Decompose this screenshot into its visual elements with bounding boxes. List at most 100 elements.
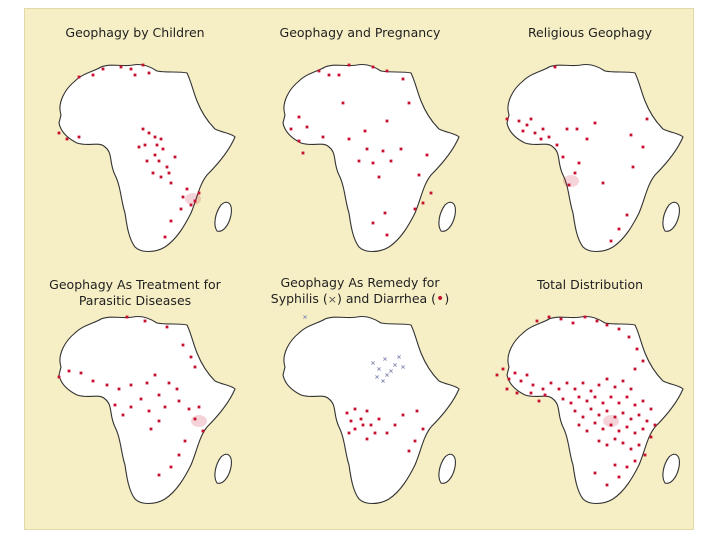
site-marker [169,181,173,185]
site-marker [585,137,589,141]
site-marker [621,411,625,415]
map-syphilis-diarrhea [282,315,460,505]
site-marker [557,387,561,391]
title-parasitic-line1: Geophagy As Treatment for [49,277,221,292]
site-cluster-shading [563,175,579,187]
site-marker [91,379,95,383]
site-marker [197,191,201,195]
site-marker [193,365,197,369]
site-marker [417,173,421,177]
site-marker [151,171,155,175]
site-marker [413,439,417,443]
site-marker [585,399,589,403]
site-marker [521,129,525,133]
site-marker [625,213,629,217]
africa-outline [506,315,684,505]
site-marker [501,367,505,371]
site-marker [321,135,325,139]
site-marker [633,403,637,407]
site-marker [547,315,551,319]
site-marker [633,367,637,371]
site-marker [609,395,613,399]
title-children-line1: Geophagy by Children [65,25,205,40]
site-marker [385,431,389,435]
title-syphilis-line2: Syphilis (×) and Diarrhea (•) [270,291,450,307]
syphilis-site-marker [375,375,379,379]
site-marker [617,475,621,479]
site-marker [347,137,351,141]
site-marker [595,319,599,323]
site-marker [525,373,529,377]
site-marker [645,117,649,121]
title-total: Total Distribution [490,277,690,293]
site-marker [529,117,533,121]
site-marker [65,137,69,141]
site-marker [413,207,417,211]
site-marker [147,409,151,413]
site-marker [629,417,633,421]
site-marker [565,127,569,131]
title-syphilis-diarrhea: Geophagy As Remedy for Syphilis (×) and … [260,275,460,308]
site-marker [593,395,597,399]
site-marker [361,423,365,427]
site-marker [147,71,151,75]
site-marker [181,343,185,347]
site-marker [597,439,601,443]
site-marker [637,443,641,447]
africa-outline [282,315,460,505]
site-marker [385,69,389,73]
site-marker [569,401,573,405]
site-marker [495,373,499,377]
site-marker [347,431,351,435]
site-marker [589,389,593,393]
site-marker [385,233,389,237]
site-marker [613,415,617,419]
site-marker [161,147,165,151]
site-marker [163,405,167,409]
site-marker [157,419,161,423]
site-marker [147,131,151,135]
site-marker [173,155,177,159]
site-marker [341,101,345,105]
site-marker [407,449,411,453]
site-cluster-shading [185,193,201,205]
site-marker [605,443,609,447]
syphilis-site-marker [381,379,385,383]
site-marker [167,381,171,385]
site-marker [345,411,349,415]
site-marker [179,207,183,211]
madagascar-outline [438,453,456,484]
site-marker [609,423,613,427]
site-marker [377,417,381,421]
site-marker [337,73,341,77]
map-religious [505,63,684,253]
site-marker [143,319,147,323]
site-marker [653,423,657,427]
site-marker [353,407,357,411]
site-marker [77,135,81,139]
site-marker [617,401,621,405]
site-marker [601,427,605,431]
site-marker [577,395,581,399]
site-marker [507,377,511,381]
site-marker [389,159,393,163]
site-marker [629,387,633,391]
site-marker [539,137,543,141]
site-marker [113,403,117,407]
site-marker [141,127,145,131]
site-marker [371,65,375,69]
site-marker [79,371,83,375]
site-marker [297,139,301,143]
site-marker [101,67,105,71]
site-marker [625,425,629,429]
syphilis-site-marker [385,373,389,377]
site-marker [363,129,367,133]
site-marker [421,427,425,431]
site-marker [593,471,597,475]
site-marker [597,413,601,417]
site-marker [617,327,621,331]
site-marker [559,317,563,321]
site-marker [357,159,361,163]
site-marker [401,413,405,417]
site-marker [129,67,133,71]
